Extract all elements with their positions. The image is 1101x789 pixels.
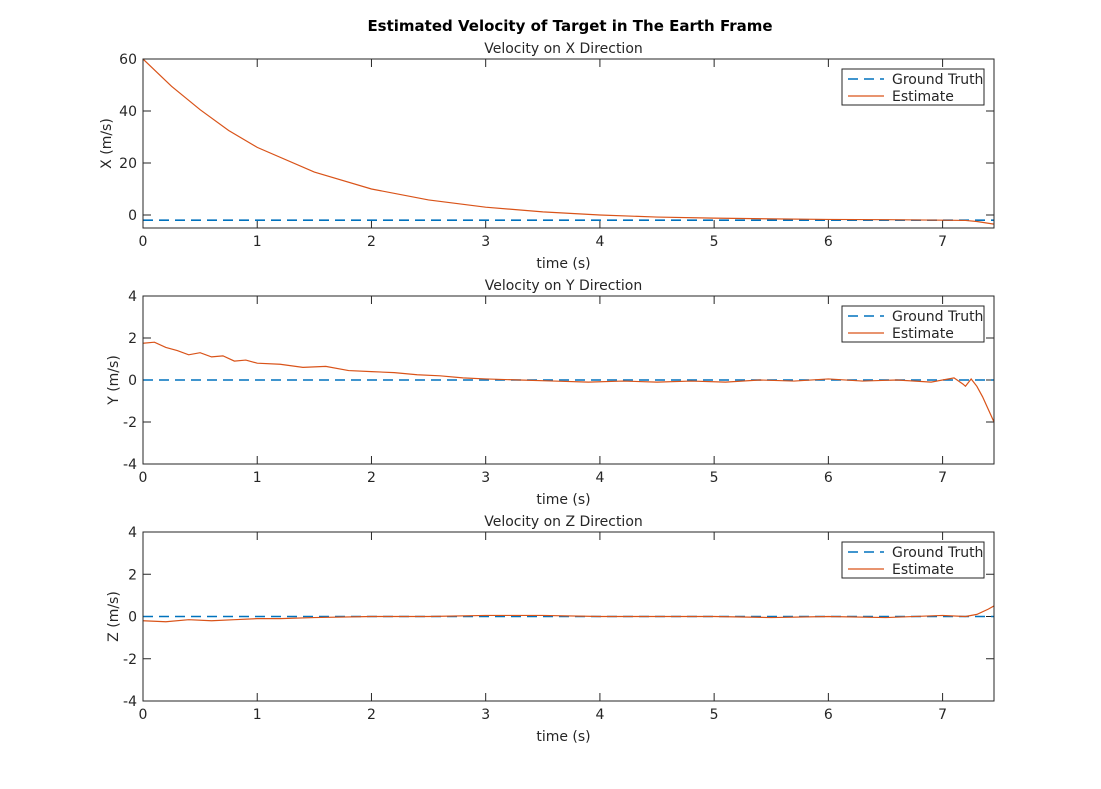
x-tick-label: 4 xyxy=(595,470,604,486)
legend-estimate-label: Estimate xyxy=(892,562,954,578)
y-tick-label: 4 xyxy=(128,525,137,541)
x-tick-label: 2 xyxy=(367,707,376,723)
x-tick-label: 5 xyxy=(710,470,719,486)
x-tick-label: 1 xyxy=(253,470,262,486)
legend-box xyxy=(841,68,985,106)
figure-title: Estimated Velocity of Target in The Eart… xyxy=(367,17,772,35)
axes-box xyxy=(142,58,995,229)
x-tick-label: 7 xyxy=(938,234,947,250)
legend-box xyxy=(841,305,985,343)
y-tick-label: -2 xyxy=(123,652,137,668)
x-tick-label: 3 xyxy=(481,234,490,250)
y-tick-label: 2 xyxy=(128,331,137,347)
y-axis-label: X (m/s) xyxy=(99,118,115,169)
y-tick-label: 40 xyxy=(119,104,137,120)
y-axis-label: Z (m/s) xyxy=(106,591,122,642)
x-tick-label: 3 xyxy=(481,707,490,723)
x-axis-label: time (s) xyxy=(536,256,590,272)
axes-box xyxy=(142,531,995,702)
legend-estimate-label: Estimate xyxy=(892,326,954,342)
y-tick-label: 2 xyxy=(128,567,137,583)
x-tick-label: 0 xyxy=(139,234,148,250)
y-tick-label: -4 xyxy=(123,694,137,710)
subplot-1: 0 1 2 3 4 5 6 7 0 20 40 60 Velocity on X Direction ti… xyxy=(99,41,995,272)
y-tick-label: 0 xyxy=(128,373,137,389)
subplot-2: 0 1 2 3 4 5 6 7 -4 -2 0 2 4 Velocity on Y Direction ti… xyxy=(106,278,995,508)
legend-ground-truth-label: Ground Truth xyxy=(892,309,983,325)
x-tick-label: 5 xyxy=(710,234,719,250)
x-tick-label: 6 xyxy=(824,707,833,723)
subplot-title: Velocity on Y Direction xyxy=(485,278,643,294)
estimate-line xyxy=(143,59,994,225)
y-tick-label: 0 xyxy=(128,610,137,626)
x-tick-label: 2 xyxy=(367,234,376,250)
legend-ground-truth-label: Ground Truth xyxy=(892,72,983,88)
legend-ground-truth-label: Ground Truth xyxy=(892,545,983,561)
x-axis-label: time (s) xyxy=(536,729,590,745)
x-tick-label: 4 xyxy=(595,707,604,723)
y-tick-label: -4 xyxy=(123,457,137,473)
estimate-line xyxy=(143,605,994,623)
y-axis-label: Y (m/s) xyxy=(106,355,122,406)
estimate-line xyxy=(143,341,994,423)
y-tick-label: 4 xyxy=(128,289,137,305)
x-tick-label: 1 xyxy=(253,234,262,250)
x-tick-label: 7 xyxy=(938,707,947,723)
y-tick-label: -2 xyxy=(123,415,137,431)
x-tick-label: 1 xyxy=(253,707,262,723)
x-tick-label: 3 xyxy=(481,470,490,486)
y-tick-label: 0 xyxy=(128,208,137,224)
axes-box xyxy=(142,295,995,465)
x-tick-label: 2 xyxy=(367,470,376,486)
subplot-3: 0 1 2 3 4 5 6 7 -4 -2 0 2 4 Velocity on Z Direction ti… xyxy=(106,514,995,745)
x-axis-label: time (s) xyxy=(536,492,590,508)
x-tick-label: 7 xyxy=(938,470,947,486)
subplot-title: Velocity on Z Direction xyxy=(484,514,643,530)
x-tick-label: 5 xyxy=(710,707,719,723)
x-tick-label: 4 xyxy=(595,234,604,250)
x-tick-label: 6 xyxy=(824,470,833,486)
x-tick-label: 6 xyxy=(824,234,833,250)
x-tick-label: 0 xyxy=(139,707,148,723)
y-tick-label: 20 xyxy=(119,156,137,172)
x-tick-label: 0 xyxy=(139,470,148,486)
legend-estimate-label: Estimate xyxy=(892,89,954,105)
subplot-title: Velocity on X Direction xyxy=(484,41,643,57)
y-tick-label: 60 xyxy=(119,52,137,68)
legend-box xyxy=(841,541,985,579)
